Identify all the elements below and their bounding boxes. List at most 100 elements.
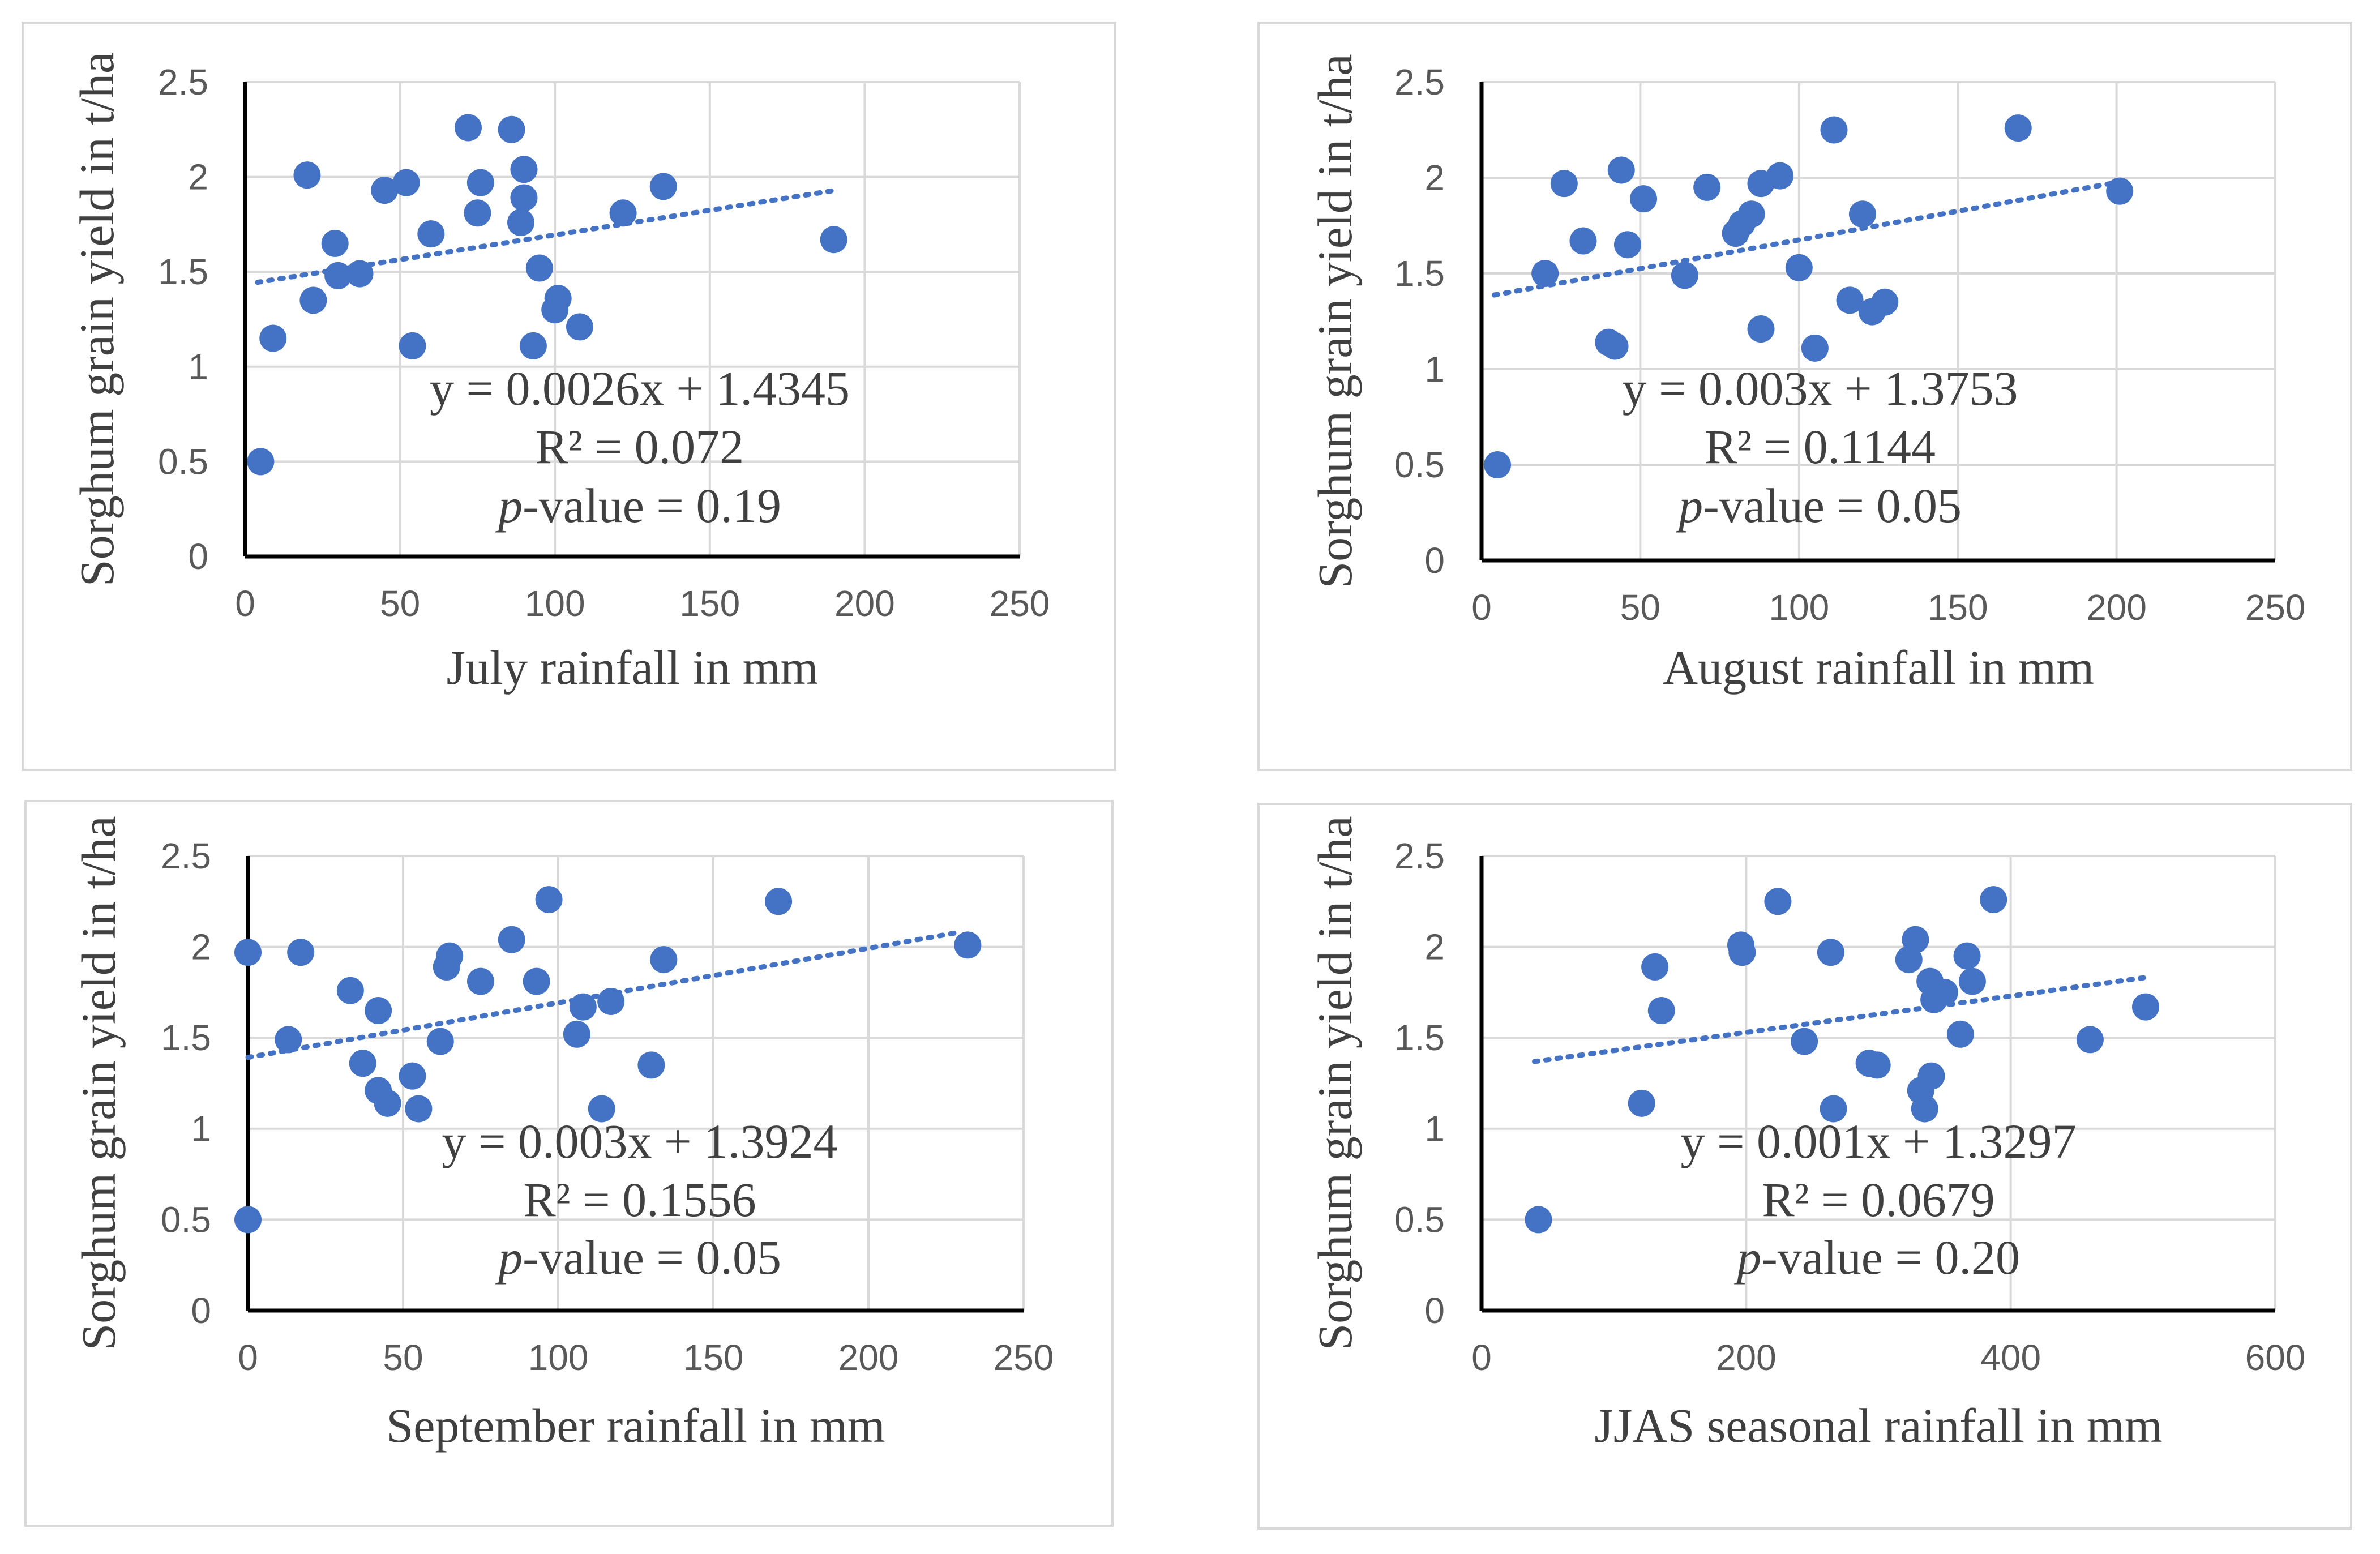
y-tick-label: 0 xyxy=(191,1290,211,1331)
data-point xyxy=(299,286,327,314)
x-tick-label: 100 xyxy=(528,1337,589,1378)
data-point xyxy=(234,939,262,966)
data-point xyxy=(1531,260,1559,287)
x-tick-label: 150 xyxy=(1928,587,1988,628)
y-tick-label: 1 xyxy=(1424,1108,1445,1149)
y-tick-label: 1 xyxy=(188,346,208,387)
data-point xyxy=(1902,926,1929,953)
p-value-text: -value = 0.19 xyxy=(523,478,781,533)
data-point xyxy=(1550,170,1578,198)
x-tick-label: 50 xyxy=(1620,587,1660,628)
data-point xyxy=(649,173,677,200)
data-point xyxy=(1484,451,1512,478)
data-point xyxy=(1601,332,1629,360)
data-point xyxy=(1641,953,1669,981)
r-squared: R² = 0.0679 xyxy=(1762,1172,1994,1227)
trendline xyxy=(255,188,837,285)
data-point xyxy=(566,313,593,341)
data-point xyxy=(374,1089,401,1117)
data-point xyxy=(346,260,374,288)
data-point xyxy=(523,967,550,995)
p-value: p-value = 0.05 xyxy=(495,1230,781,1285)
data-point xyxy=(1871,288,1899,316)
data-point xyxy=(1747,315,1775,343)
data-point xyxy=(2076,1026,2104,1054)
r-squared: R² = 0.072 xyxy=(536,419,744,474)
y-tick-label: 1 xyxy=(191,1108,211,1149)
y-axis-title: Sorghum grain yield in t/ha xyxy=(70,52,124,587)
x-axis-title: July rainfall in mm xyxy=(447,640,819,695)
data-point xyxy=(2106,177,2134,205)
y-tick-label: 2 xyxy=(191,927,211,967)
p-symbol: p xyxy=(1733,1230,1761,1285)
y-tick-label: 0 xyxy=(188,536,208,577)
y-tick-label: 1.5 xyxy=(1394,1017,1445,1058)
data-point xyxy=(1569,227,1597,255)
data-point xyxy=(2004,114,2032,142)
data-point xyxy=(1613,231,1641,259)
y-tick-label: 1 xyxy=(1424,349,1445,389)
y-tick-label: 2.5 xyxy=(1394,836,1445,876)
data-point xyxy=(765,888,793,915)
data-point xyxy=(1953,942,1981,970)
data-point xyxy=(464,199,491,227)
data-point xyxy=(535,886,563,914)
data-point xyxy=(405,1095,433,1123)
chart-panel-4: 0 200 400 600 0 0.5 1 1.5 2 2.5 JJAS seasonal rain… xyxy=(1257,803,2352,1530)
data-point xyxy=(1820,1095,1847,1123)
y-tick-label: 0.5 xyxy=(1394,444,1445,485)
data-point xyxy=(1737,200,1765,228)
data-point xyxy=(371,177,399,204)
chart-panel-1: 0 50 100 150 200 250 0 0.5 1 1.5 2 2.5 July rainfall… xyxy=(22,22,1116,771)
data-point xyxy=(1848,200,1876,228)
data-point xyxy=(588,1095,615,1123)
data-point xyxy=(544,285,572,312)
p-value-text: -value = 0.05 xyxy=(523,1230,781,1285)
r-squared: R² = 0.1556 xyxy=(523,1172,756,1227)
data-point xyxy=(1628,1089,1655,1117)
data-point xyxy=(510,156,538,183)
p-value-text: -value = 0.05 xyxy=(1703,478,1962,533)
data-point xyxy=(1980,886,2007,914)
data-point xyxy=(287,939,315,966)
data-point xyxy=(1863,1051,1891,1079)
data-point xyxy=(637,1051,665,1079)
r-squared: R² = 0.1144 xyxy=(1705,419,1936,474)
data-point xyxy=(1630,185,1658,213)
x-tick-label: 150 xyxy=(679,583,740,624)
x-tick-label: 400 xyxy=(1980,1337,2041,1378)
y-tick-label: 2.5 xyxy=(1394,62,1445,102)
data-point xyxy=(2132,993,2160,1021)
trendline xyxy=(1531,975,2148,1064)
data-point xyxy=(1958,967,1986,995)
x-tick-label: 250 xyxy=(994,1337,1054,1378)
chart-panel-2: 0 50 100 150 200 250 0 0.5 1 1.5 2 2.5 August rainfa… xyxy=(1257,22,2352,771)
y-tick-label: 2 xyxy=(1424,927,1445,967)
data-point xyxy=(234,1206,262,1234)
chart-frame xyxy=(1257,22,2352,771)
data-point xyxy=(1785,254,1813,281)
x-tick-label: 50 xyxy=(380,583,420,624)
data-point xyxy=(563,1020,590,1048)
data-point xyxy=(365,997,392,1025)
data-point xyxy=(321,229,349,257)
chart-frame xyxy=(22,22,1116,771)
data-point xyxy=(1766,162,1794,190)
data-point xyxy=(1671,262,1698,289)
y-tick-label: 2.5 xyxy=(158,62,208,102)
data-point xyxy=(1946,1020,1974,1048)
y-axis-title: Sorghum grain yield in t/ha xyxy=(71,816,126,1350)
data-point xyxy=(1820,116,1848,144)
data-point xyxy=(1647,997,1675,1025)
data-point xyxy=(650,946,678,974)
data-point xyxy=(399,332,426,359)
p-symbol: p xyxy=(495,478,523,533)
x-tick-label: 150 xyxy=(683,1337,744,1378)
data-point xyxy=(1693,173,1721,201)
data-point xyxy=(1930,978,1958,1006)
data-point xyxy=(349,1050,376,1077)
x-tick-label: 100 xyxy=(525,583,585,624)
data-point xyxy=(1525,1206,1552,1234)
data-point xyxy=(954,931,982,959)
x-tick-label: 250 xyxy=(2245,587,2306,628)
